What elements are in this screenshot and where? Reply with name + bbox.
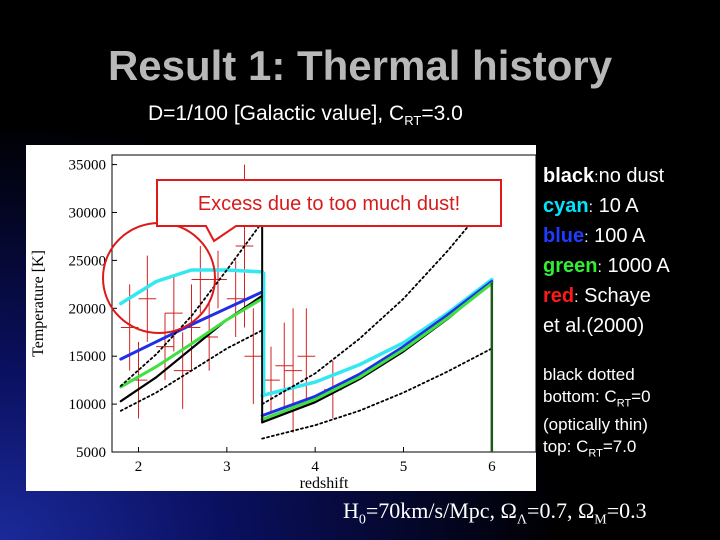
legend-item-green: green: 1000 A	[543, 252, 670, 282]
temperature-chart: 5000 10000 15000 20000 25000 30000 35000 2 3 4 5 6 r…	[30, 154, 536, 491]
note-line4-a: top: C	[543, 437, 589, 457]
omega-m-value: =0.3	[606, 498, 647, 523]
series-line-green	[119, 297, 264, 389]
x-tick-label: 6	[488, 459, 496, 475]
callout-box	[156, 179, 502, 243]
series-line-cyan	[119, 268, 264, 306]
legend-desc-black: no dust	[598, 165, 665, 187]
series-line-green	[260, 281, 494, 421]
series-line-black-dotted-top	[119, 221, 264, 387]
legend-key-black: black	[543, 165, 595, 187]
subtitle-tail: =3.0	[421, 102, 463, 125]
note-line2-b: =0	[631, 387, 651, 406]
series-line-blue	[260, 280, 494, 418]
legend-desc-blue: 100 A	[588, 225, 646, 247]
callout-text: Excess due to too much dust!	[198, 193, 460, 215]
series-line-black	[261, 281, 493, 424]
series-line-black-dotted-bottom	[261, 347, 493, 440]
excess-highlight-circle	[102, 222, 216, 334]
legend-sep: :	[597, 259, 602, 276]
dotted-lines-note: black dotted bottom: CRT=0 (optically th…	[543, 364, 651, 465]
legend-key-green: green	[543, 255, 598, 277]
note-line2-a: bottom: C	[543, 387, 617, 406]
omega-lambda-value: =0.7, Ω	[527, 498, 595, 523]
legend-key-blue: blue	[543, 225, 585, 247]
slide-title: Result 1: Thermal history	[107, 42, 613, 89]
y-tick-label: 20000	[69, 301, 107, 317]
legend-desc-red: Schaye	[578, 285, 651, 307]
cosmology-parameters: H0=70km/s/Mpc, ΩΛ=0.7, ΩM=0.3	[343, 498, 647, 528]
y-tick-label: 30000	[69, 205, 107, 221]
legend-sep: :	[594, 169, 599, 186]
y-axis-label: Temperature [K]	[30, 250, 47, 357]
plot-frame	[111, 154, 536, 453]
legend-key-cyan: cyan	[543, 195, 589, 217]
temperature-chart-panel: 5000 10000 15000 20000 25000 30000 35000 2 3 4 5 6 r…	[26, 145, 536, 491]
x-axis-label: redshift	[300, 475, 349, 491]
omega-m-sub: M	[594, 512, 607, 528]
legend-item-black: black:no dust	[543, 162, 670, 192]
legend-key-red: red	[543, 285, 575, 307]
legend-sep: :	[574, 289, 579, 306]
legend-sep: :	[588, 199, 594, 216]
x-tick-label: 2	[135, 459, 143, 475]
legend-desc-green: 1000 A	[601, 255, 670, 277]
note-line2: bottom: CRT=0	[543, 386, 651, 414]
h0-value: =70km/s/Mpc, Ω	[365, 498, 517, 523]
x-tick-label: 4	[311, 459, 319, 475]
note-line1: black dotted	[543, 365, 635, 384]
legend-sep: :	[584, 229, 589, 246]
y-tick-label: 25000	[69, 253, 107, 269]
series-line-blue	[119, 290, 264, 361]
h0-text: H	[343, 498, 359, 523]
series-line-cyan	[260, 277, 494, 398]
h0-sub: 0	[358, 512, 366, 528]
slide-subtitle: D=1/100 [Galactic value], CRT=3.0	[148, 102, 463, 128]
legend-item-cyan: cyan: 10 A	[543, 192, 670, 222]
y-tick-label: 15000	[69, 349, 107, 365]
note-line2-sub: RT	[616, 397, 632, 410]
legend-item-blue: blue: 100 A	[543, 222, 670, 252]
y-tick-label: 35000	[69, 158, 107, 174]
note-line4-b: =7.0	[602, 437, 637, 457]
omega-lambda-sub: Λ	[516, 512, 528, 528]
legend-red-desc-line2: et al.(2000)	[543, 315, 645, 337]
y-tick-label: 5000	[76, 445, 106, 461]
y-tick-label: 10000	[69, 397, 107, 413]
legend-item-red: red: Schaye	[543, 282, 670, 312]
series-line-black-dotted-bottom	[119, 329, 264, 412]
subtitle-main: D=1/100 [Galactic value], C	[148, 102, 405, 125]
subtitle-subscript: RT	[404, 113, 422, 129]
series-line-black-dotted-top	[261, 197, 493, 406]
legend-desc-cyan: 10 A	[593, 195, 639, 217]
note-line3: (optically thin)	[543, 415, 648, 435]
x-tick-label: 3	[223, 459, 231, 475]
note-line4-sub: RT	[588, 447, 603, 460]
note-line4: top: CRT=7.0	[543, 436, 651, 464]
x-tick-label: 5	[400, 459, 408, 475]
